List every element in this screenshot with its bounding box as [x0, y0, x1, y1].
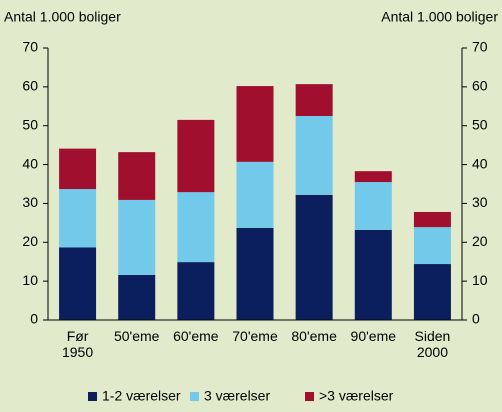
y2-tick-label: 40	[472, 155, 488, 171]
y-tick-label: 60	[22, 78, 38, 94]
legend-swatch	[88, 392, 97, 401]
legend-swatch	[305, 392, 314, 401]
y2-tick-label: 20	[472, 233, 488, 249]
bar-segment	[236, 227, 274, 320]
bar-segment	[295, 116, 333, 195]
bar-segment	[59, 148, 97, 190]
legend-label: >3 værelser	[319, 388, 394, 404]
x-tick-label: 50'eme	[114, 328, 160, 344]
bar-segment	[413, 264, 451, 320]
y-tick-label: 10	[22, 272, 38, 288]
legend-label: 1-2 værelser	[102, 388, 181, 404]
bar-segment	[295, 84, 333, 116]
bar-segment	[236, 161, 274, 228]
bar-segment	[413, 211, 451, 228]
bar-segment	[118, 199, 156, 275]
x-tick-label: Før 1950	[62, 328, 93, 360]
y-tick-label: 40	[22, 155, 38, 171]
bar-segment	[413, 227, 451, 265]
x-tick-label: 70'eme	[232, 328, 278, 344]
x-tick-label: Siden 2000	[415, 328, 451, 360]
y2-tick-label: 70	[472, 39, 488, 55]
y2-tick-label: 0	[472, 311, 480, 327]
legend-label: 3 værelser	[204, 388, 270, 404]
y2-tick-label: 30	[472, 194, 488, 210]
x-tick-label: 80'eme	[291, 328, 337, 344]
y-tick-label: 30	[22, 194, 38, 210]
bar-segment	[59, 247, 97, 320]
y-axis-label: Antal 1.000 boliger	[4, 9, 121, 25]
y-tick-label: 20	[22, 233, 38, 249]
x-tick-label: 60'eme	[173, 328, 219, 344]
y2-tick-label: 10	[472, 272, 488, 288]
bar-segment	[177, 262, 215, 320]
bar-segment	[295, 194, 333, 320]
y-tick-label: 70	[22, 39, 38, 55]
bar-segment	[118, 152, 156, 200]
y-tick-label: 50	[22, 116, 38, 132]
bar-segment	[177, 119, 215, 193]
bar-segment	[118, 274, 156, 320]
bar-segment	[354, 229, 392, 320]
y2-tick-label: 50	[472, 116, 488, 132]
x-tick-label: 90'eme	[351, 328, 397, 344]
y2-axis-label: Antal 1.000 boliger	[381, 9, 498, 25]
bar-segment	[177, 192, 215, 263]
y-tick-label: 0	[30, 311, 38, 327]
bar-segment	[236, 86, 274, 162]
bar-segment	[354, 171, 392, 183]
bar-segment	[354, 182, 392, 230]
legend-swatch	[190, 392, 199, 401]
bar-segment	[59, 189, 97, 248]
y2-tick-label: 60	[472, 78, 488, 94]
